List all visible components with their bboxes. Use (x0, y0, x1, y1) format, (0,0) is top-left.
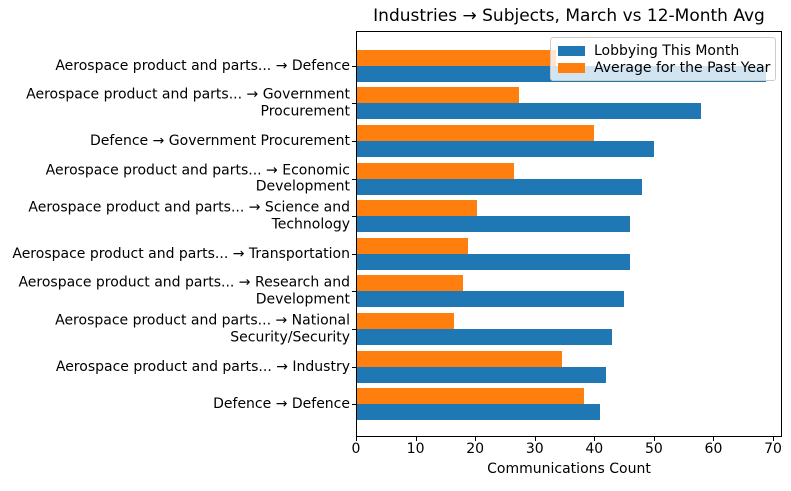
legend-entry-this-month: Lobbying This Month (558, 42, 768, 59)
x-axis-label: Communications Count (487, 461, 651, 477)
bar-average-past-year (357, 200, 477, 217)
y-axis-tick (352, 329, 356, 330)
y-axis-category-label: Aerospace product and parts... → Nationa… (55, 312, 350, 346)
x-axis-tick (653, 437, 655, 441)
y-axis-category-label: Aerospace product and parts... → Defence (55, 57, 350, 74)
y-axis-category-label: Aerospace product and parts... → Researc… (18, 274, 350, 308)
chart-title: Industries → Subjects, March vs 12-Month… (373, 6, 765, 26)
x-axis-tick (713, 437, 715, 441)
y-axis-tick (352, 366, 356, 368)
x-axis-tick-label: 10 (406, 441, 425, 457)
x-axis-tick-label: 50 (644, 441, 663, 457)
legend-entry-past-year: Average for the Past Year (558, 59, 771, 76)
legend-swatch-this-month (558, 45, 585, 56)
legend: Lobbying This Month Average for the Past… (550, 37, 776, 81)
x-axis-tick-label: 60 (704, 441, 723, 457)
x-axis-tick (415, 437, 417, 441)
y-axis-tick (352, 253, 356, 255)
bar-average-past-year (357, 49, 557, 66)
x-axis-tick-label: 0 (351, 441, 361, 457)
y-axis-tick (352, 216, 356, 218)
y-axis-tick (352, 103, 356, 105)
bar-lobbying-this-month (357, 291, 624, 308)
y-axis-tick (352, 141, 356, 142)
x-axis-tick-label: 40 (585, 441, 604, 457)
bar-lobbying-this-month (357, 404, 601, 421)
y-axis-category-label: Defence → Government Procurement (90, 132, 350, 149)
y-axis-tick (352, 291, 356, 293)
bar-lobbying-this-month (357, 141, 654, 157)
bar-lobbying-this-month (357, 216, 630, 233)
y-axis-category-label: Aerospace product and parts... → Economi… (45, 162, 350, 195)
x-axis-tick (356, 437, 357, 441)
bar-average-past-year (357, 275, 463, 292)
y-axis-category-label: Aerospace product and parts... → Transpo… (12, 245, 350, 262)
bar-lobbying-this-month (357, 103, 701, 120)
bar-lobbying-this-month (357, 253, 630, 270)
bar-lobbying-this-month (357, 329, 612, 345)
bar-average-past-year (357, 350, 563, 367)
legend-label-this-month: Lobbying This Month (594, 42, 740, 59)
bar-lobbying-this-month (357, 178, 642, 195)
bar-average-past-year (357, 388, 585, 405)
bar-average-past-year (357, 237, 469, 254)
x-axis-tick-label: 20 (466, 441, 485, 457)
legend-label-past-year: Average for the Past Year (594, 59, 771, 76)
x-axis-tick (534, 437, 536, 441)
bar-average-past-year (357, 313, 454, 329)
x-axis-tick (594, 437, 596, 441)
bar-average-past-year (357, 125, 595, 141)
y-axis-category-label: Aerospace product and parts... → Science… (28, 199, 350, 233)
bar-average-past-year (357, 87, 519, 104)
y-axis-category-label: Aerospace product and parts... → Industr… (55, 358, 350, 375)
y-axis-tick (352, 178, 356, 180)
bar-average-past-year (357, 162, 515, 179)
x-axis-tick-label: 70 (764, 441, 782, 457)
y-axis-tick (352, 65, 356, 67)
bar-lobbying-this-month (357, 366, 607, 383)
y-axis-category-label: Defence → Defence (213, 395, 350, 412)
x-axis-tick (773, 437, 775, 441)
legend-swatch-past-year (558, 62, 585, 73)
x-axis-tick (475, 437, 477, 441)
y-axis-tick (352, 404, 356, 406)
y-axis-category-label: Aerospace product and parts... → Governm… (26, 86, 350, 120)
x-axis-tick-label: 30 (525, 441, 544, 457)
plot-area (356, 31, 782, 437)
